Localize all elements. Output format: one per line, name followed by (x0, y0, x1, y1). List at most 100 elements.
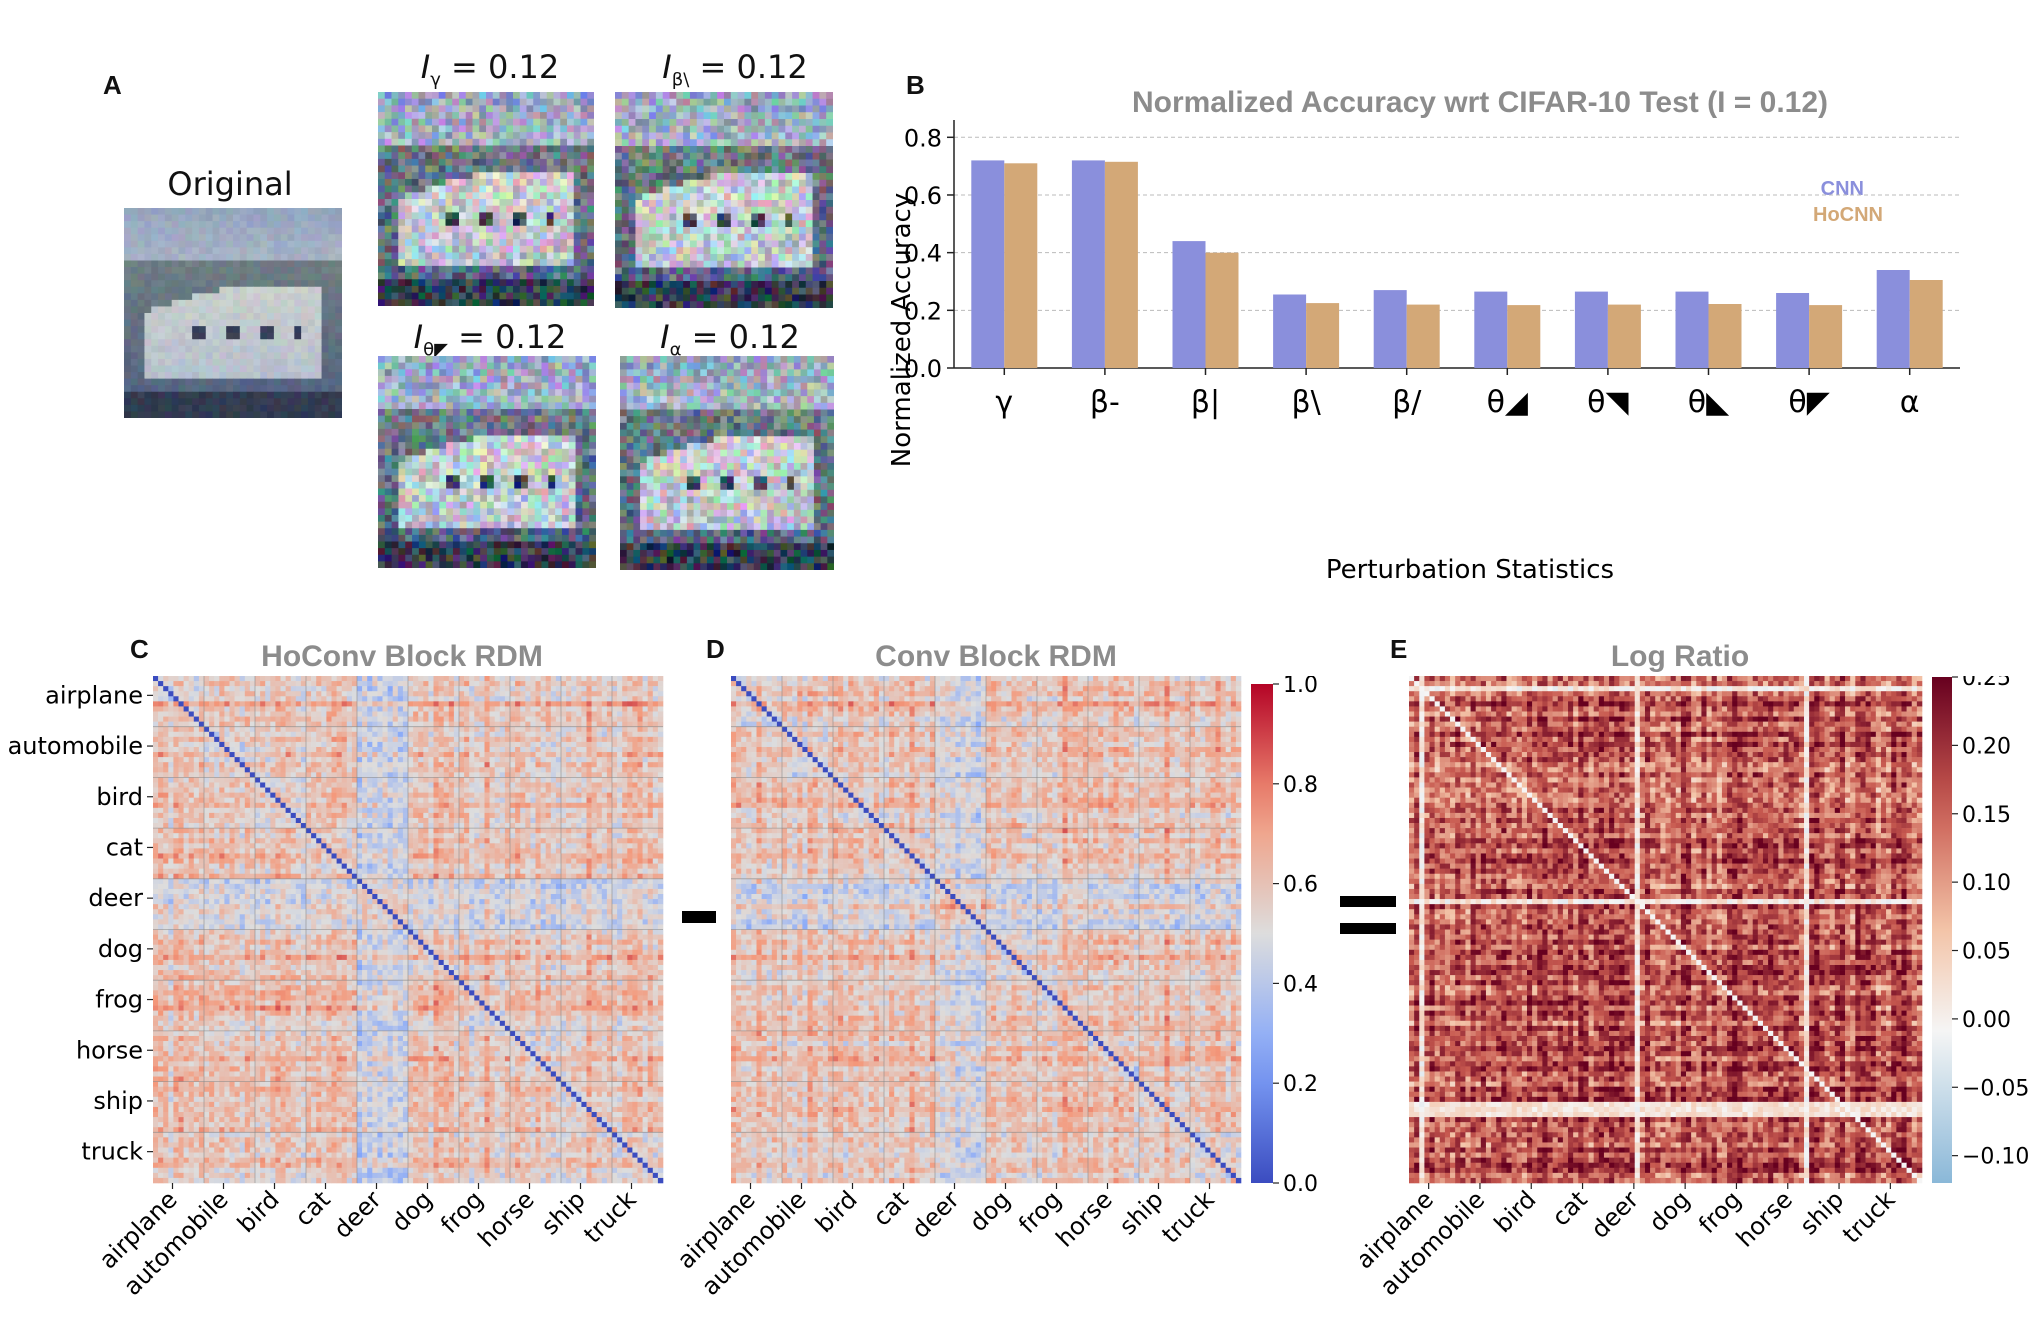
row-label: airplane (45, 681, 143, 709)
original-image (124, 208, 342, 418)
y-tick-label: 0.2 (904, 297, 942, 325)
x-tick-label: θ◥ (1587, 385, 1628, 420)
equals-operator-bottom (1340, 923, 1396, 934)
heatmap-cells (153, 676, 664, 1184)
bar-hocnn-9 (1909, 280, 1943, 368)
col-label: truck (1837, 1185, 1900, 1248)
col-label: dog (964, 1185, 1016, 1237)
x-tick-label: θ◤ (1788, 385, 1829, 420)
col-label: truck (1156, 1185, 1219, 1248)
gamma-image-title: Iγ = 0.12 (380, 48, 600, 90)
bar-hocnn-8 (1809, 305, 1843, 368)
col-label: deer (328, 1185, 387, 1244)
x-tick-label: α (1900, 385, 1920, 420)
colorbar-tick-label: 0.10 (1962, 871, 2011, 896)
bar-chart-xlabel: Perturbation Statistics (1326, 555, 1614, 585)
bar-chart-ylabel: Normalized Accuracy (887, 193, 917, 467)
colorbar-tick-label: −0.05 (1962, 1076, 2029, 1101)
colorbar-tick-label: 1.0 (1283, 676, 1318, 698)
row-label: dog (98, 935, 143, 963)
bar-cnn-4 (1373, 290, 1407, 368)
colorbar-tick-label: 0.05 (1962, 940, 2011, 965)
bar-hocnn-6 (1607, 304, 1641, 368)
colorbar-tick-label: 0.0 (1283, 1172, 1318, 1197)
bar-hocnn-3 (1306, 303, 1340, 368)
panel-b-letter: B (906, 70, 925, 101)
panel-e-letter: E (1390, 634, 1407, 665)
bar-cnn-3 (1273, 294, 1307, 368)
x-tick-label: γ (995, 385, 1013, 420)
colorbar-tick-label: 0.20 (1962, 734, 2011, 759)
heatmap-cells (731, 676, 1242, 1184)
bar-cnn-1 (1071, 160, 1105, 368)
bar-cnn-0 (971, 160, 1005, 368)
theta-perturbed-image (378, 356, 596, 568)
beta-perturbed-image (615, 92, 833, 308)
y-tick-label: 0.8 (904, 124, 942, 152)
bar-hocnn-0 (1004, 163, 1038, 368)
bar-cnn-2 (1172, 241, 1206, 368)
panel-d-letter: D (706, 634, 725, 665)
x-tick-label: β/ (1392, 385, 1422, 420)
x-tick-label: β\ (1291, 385, 1321, 420)
colorbar-tick-label: 0.15 (1962, 803, 2011, 828)
col-label: dog (1644, 1185, 1696, 1237)
bar-cnn-7 (1675, 291, 1709, 368)
bar-hocnn-4 (1406, 304, 1440, 368)
col-label: bird (232, 1185, 285, 1238)
row-label: horse (76, 1036, 143, 1064)
y-tick-label: 0.6 (904, 182, 942, 210)
col-label: horse (1051, 1185, 1118, 1252)
row-label: cat (106, 833, 143, 861)
conv-rdm-title: Conv Block RDM (746, 640, 1246, 674)
x-tick-label: β- (1090, 385, 1120, 420)
log-ratio-title: Log Ratio (1430, 640, 1930, 674)
bar-chart: Normalized Accuracy Perturbation Statist… (887, 120, 1960, 585)
panel-c-letter: C (130, 634, 149, 665)
bar-cnn-8 (1776, 293, 1810, 368)
x-tick-label: θ◣ (1688, 385, 1729, 420)
x-tick-label: θ◢ (1487, 385, 1528, 420)
colorbar-tick-label: 0.4 (1283, 972, 1318, 997)
bar-hocnn-7 (1708, 304, 1742, 368)
y-tick-label: 0.0 (904, 355, 942, 383)
gamma-perturbed-image (378, 92, 594, 306)
heatmap-cells (1409, 676, 1923, 1184)
theta-image-title: Iθ◤ = 0.12 (370, 318, 610, 360)
row-label: truck (81, 1138, 143, 1166)
colorbar-tick-label: −0.10 (1962, 1145, 2029, 1170)
row-label: bird (96, 783, 143, 811)
colorbar-tick-label: 0.00 (1962, 1008, 2011, 1033)
legend-cnn: CNN (1821, 178, 1864, 200)
col-label: horse (1731, 1185, 1798, 1252)
colorbar-tick-label: 0.6 (1283, 873, 1318, 898)
hoconv-rdm-heatmap: airplaneautomobilebirdcatdeerdogfroghors… (8, 676, 664, 1301)
colorbar-tick-label: 0.8 (1283, 773, 1318, 798)
panel-a-letter: A (103, 70, 122, 101)
bar-cnn-6 (1574, 291, 1608, 368)
col-label: deer (1586, 1185, 1645, 1244)
bar-hocnn-2 (1205, 252, 1239, 368)
minus-operator (682, 911, 716, 923)
colorbar (1251, 684, 1273, 1183)
y-tick-label: 0.4 (904, 240, 942, 268)
col-label: truck (578, 1185, 641, 1248)
col-label: bird (1489, 1185, 1542, 1238)
legend-hocnn: HoCNN (1813, 204, 1883, 226)
bar-cnn-5 (1474, 291, 1508, 368)
row-label: deer (88, 884, 143, 912)
bar-chart-title: Normalized Accuracy wrt CIFAR-10 Test (I… (1000, 86, 1960, 120)
col-label: dog (386, 1185, 438, 1237)
bar-hocnn-1 (1104, 161, 1138, 368)
row-label: automobile (8, 732, 143, 760)
bar-cnn-9 (1876, 270, 1910, 368)
hoconv-rdm-title: HoConv Block RDM (152, 640, 652, 674)
alpha-image-title: Iα = 0.12 (620, 318, 840, 360)
row-label: ship (93, 1087, 143, 1115)
colorbar-tick-label: 0.25 (1962, 676, 2011, 691)
alpha-perturbed-image (620, 356, 834, 570)
colorbar-tick-label: 0.2 (1283, 1072, 1318, 1097)
row-label: frog (95, 986, 143, 1014)
bar-hocnn-5 (1507, 305, 1541, 368)
